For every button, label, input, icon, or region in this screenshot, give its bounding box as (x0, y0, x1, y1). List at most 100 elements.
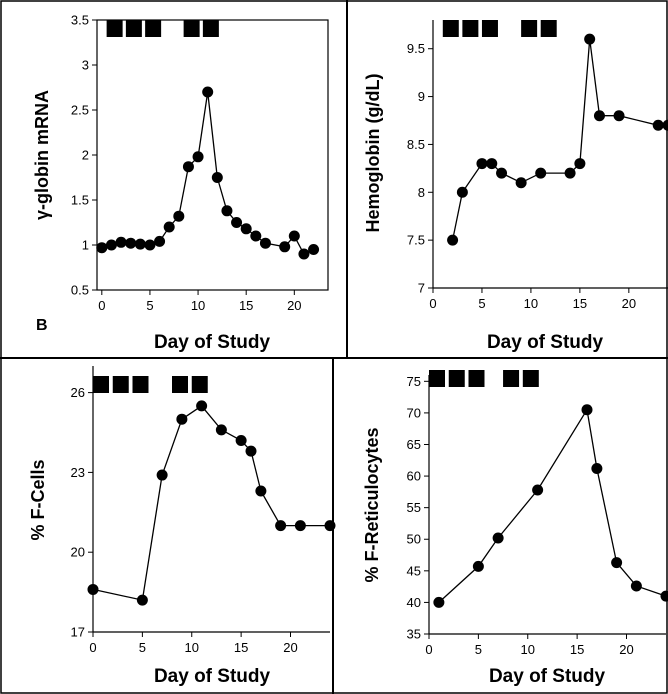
dosing-block (125, 20, 142, 37)
x-tick-label: 5 (478, 296, 485, 311)
data-point (245, 445, 257, 457)
y-tick-label: 9.5 (407, 41, 425, 56)
data-point (298, 248, 310, 260)
dosing-block (521, 20, 538, 37)
dosing-block (481, 20, 498, 37)
y-tick-label: 35 (407, 627, 421, 642)
panel-letter: B (36, 317, 48, 334)
dosing-block (448, 370, 465, 387)
data-point (593, 110, 605, 122)
x-axis-title: Day of Study (489, 666, 606, 687)
y-tick-label: 17 (71, 625, 85, 640)
x-tick-label: 20 (619, 642, 633, 657)
y-tick-label: 7 (418, 281, 425, 296)
x-tick-label: 0 (425, 642, 432, 657)
data-point (255, 485, 267, 497)
data-point (535, 167, 547, 179)
data-point (288, 230, 300, 242)
data-point (176, 413, 188, 425)
y-tick-label: 75 (407, 374, 421, 389)
data-point (136, 594, 148, 606)
data-point (182, 161, 194, 173)
x-tick-label: 15 (234, 640, 248, 655)
data-point (447, 234, 459, 246)
data-point (259, 237, 271, 249)
dosing-block (183, 20, 200, 37)
data-point (125, 237, 137, 249)
data-point (613, 110, 625, 122)
y-tick-label: 0.5 (71, 283, 89, 298)
y-tick-label: 70 (407, 405, 421, 420)
data-point (486, 158, 498, 170)
data-point (532, 484, 544, 496)
data-point (240, 223, 252, 235)
x-tick-label: 5 (475, 642, 482, 657)
dosing-block (112, 376, 129, 393)
data-point (87, 583, 99, 595)
panel-bottom-left: 17 20 23 26 0 5 10 15 20 Day of Study % F-Cells (28, 366, 336, 687)
data-point (221, 205, 233, 217)
panel-top-right: 7 7.5 8 8.5 9 9.5 0 5 10 15 20 Day of Study Hemoglob… (363, 20, 668, 353)
y-tick-label: 45 (407, 563, 421, 578)
x-axis-title: Day of Study (154, 666, 271, 687)
data-point (134, 238, 146, 250)
data-point (173, 210, 185, 222)
data-point (105, 239, 117, 251)
dosing-block (191, 376, 208, 393)
x-tick-label: 15 (239, 298, 253, 313)
dosing-block (468, 370, 485, 387)
x-tick-label: 10 (524, 296, 538, 311)
data-point (202, 86, 214, 98)
data-point (515, 177, 527, 189)
y-tick-label: 50 (407, 532, 421, 547)
y-axis-title: % F-Cells (28, 459, 48, 540)
dosing-block (106, 20, 123, 37)
data-point (156, 469, 168, 481)
y-axis-title: Hemoglobin (g/dL) (363, 74, 383, 233)
x-tick-label: 5 (139, 640, 146, 655)
data-point (611, 557, 623, 569)
x-tick-label: 10 (521, 642, 535, 657)
data-point (250, 230, 262, 242)
x-tick-label: 0 (429, 296, 436, 311)
y-tick-label: 60 (407, 469, 421, 484)
y-tick-label: 1.5 (71, 193, 89, 208)
y-tick-label: 23 (71, 465, 85, 480)
y-tick-label: 26 (71, 385, 85, 400)
y-tick-label: 3.5 (71, 13, 89, 28)
x-tick-label: 10 (185, 640, 199, 655)
y-tick-label: 8.5 (407, 137, 425, 152)
data-point (662, 119, 668, 131)
data-point (192, 151, 204, 163)
y-tick-label: 9 (418, 89, 425, 104)
data-point (472, 560, 484, 572)
dosing-block (132, 376, 149, 393)
x-tick-label: 20 (622, 296, 636, 311)
y-tick-label: 20 (71, 545, 85, 560)
y-tick-label: 7.5 (407, 233, 425, 248)
data-point (584, 33, 596, 45)
dosing-block (429, 370, 445, 387)
x-tick-label: 0 (98, 298, 105, 313)
data-point (324, 520, 336, 532)
y-tick-label: 2 (82, 148, 89, 163)
dosing-block (540, 20, 557, 37)
dosing-block (442, 20, 459, 37)
data-point (211, 172, 223, 183)
data-point (456, 186, 468, 198)
data-point (308, 244, 320, 255)
data-point (144, 239, 156, 251)
data-point (574, 158, 586, 170)
x-tick-label: 10 (191, 298, 205, 313)
panel-top-left: 0.5 1 1.5 2 2.5 3 3.5 0 5 10 15 20 Day of Study γ-glo… (32, 13, 329, 353)
data-point (581, 404, 593, 416)
data-point (231, 217, 243, 228)
x-tick-label: 20 (287, 298, 301, 313)
x-tick-label: 15 (573, 296, 587, 311)
data-point (154, 235, 166, 247)
data-point (630, 580, 642, 592)
data-point (279, 241, 291, 253)
y-tick-label: 1 (82, 238, 89, 253)
